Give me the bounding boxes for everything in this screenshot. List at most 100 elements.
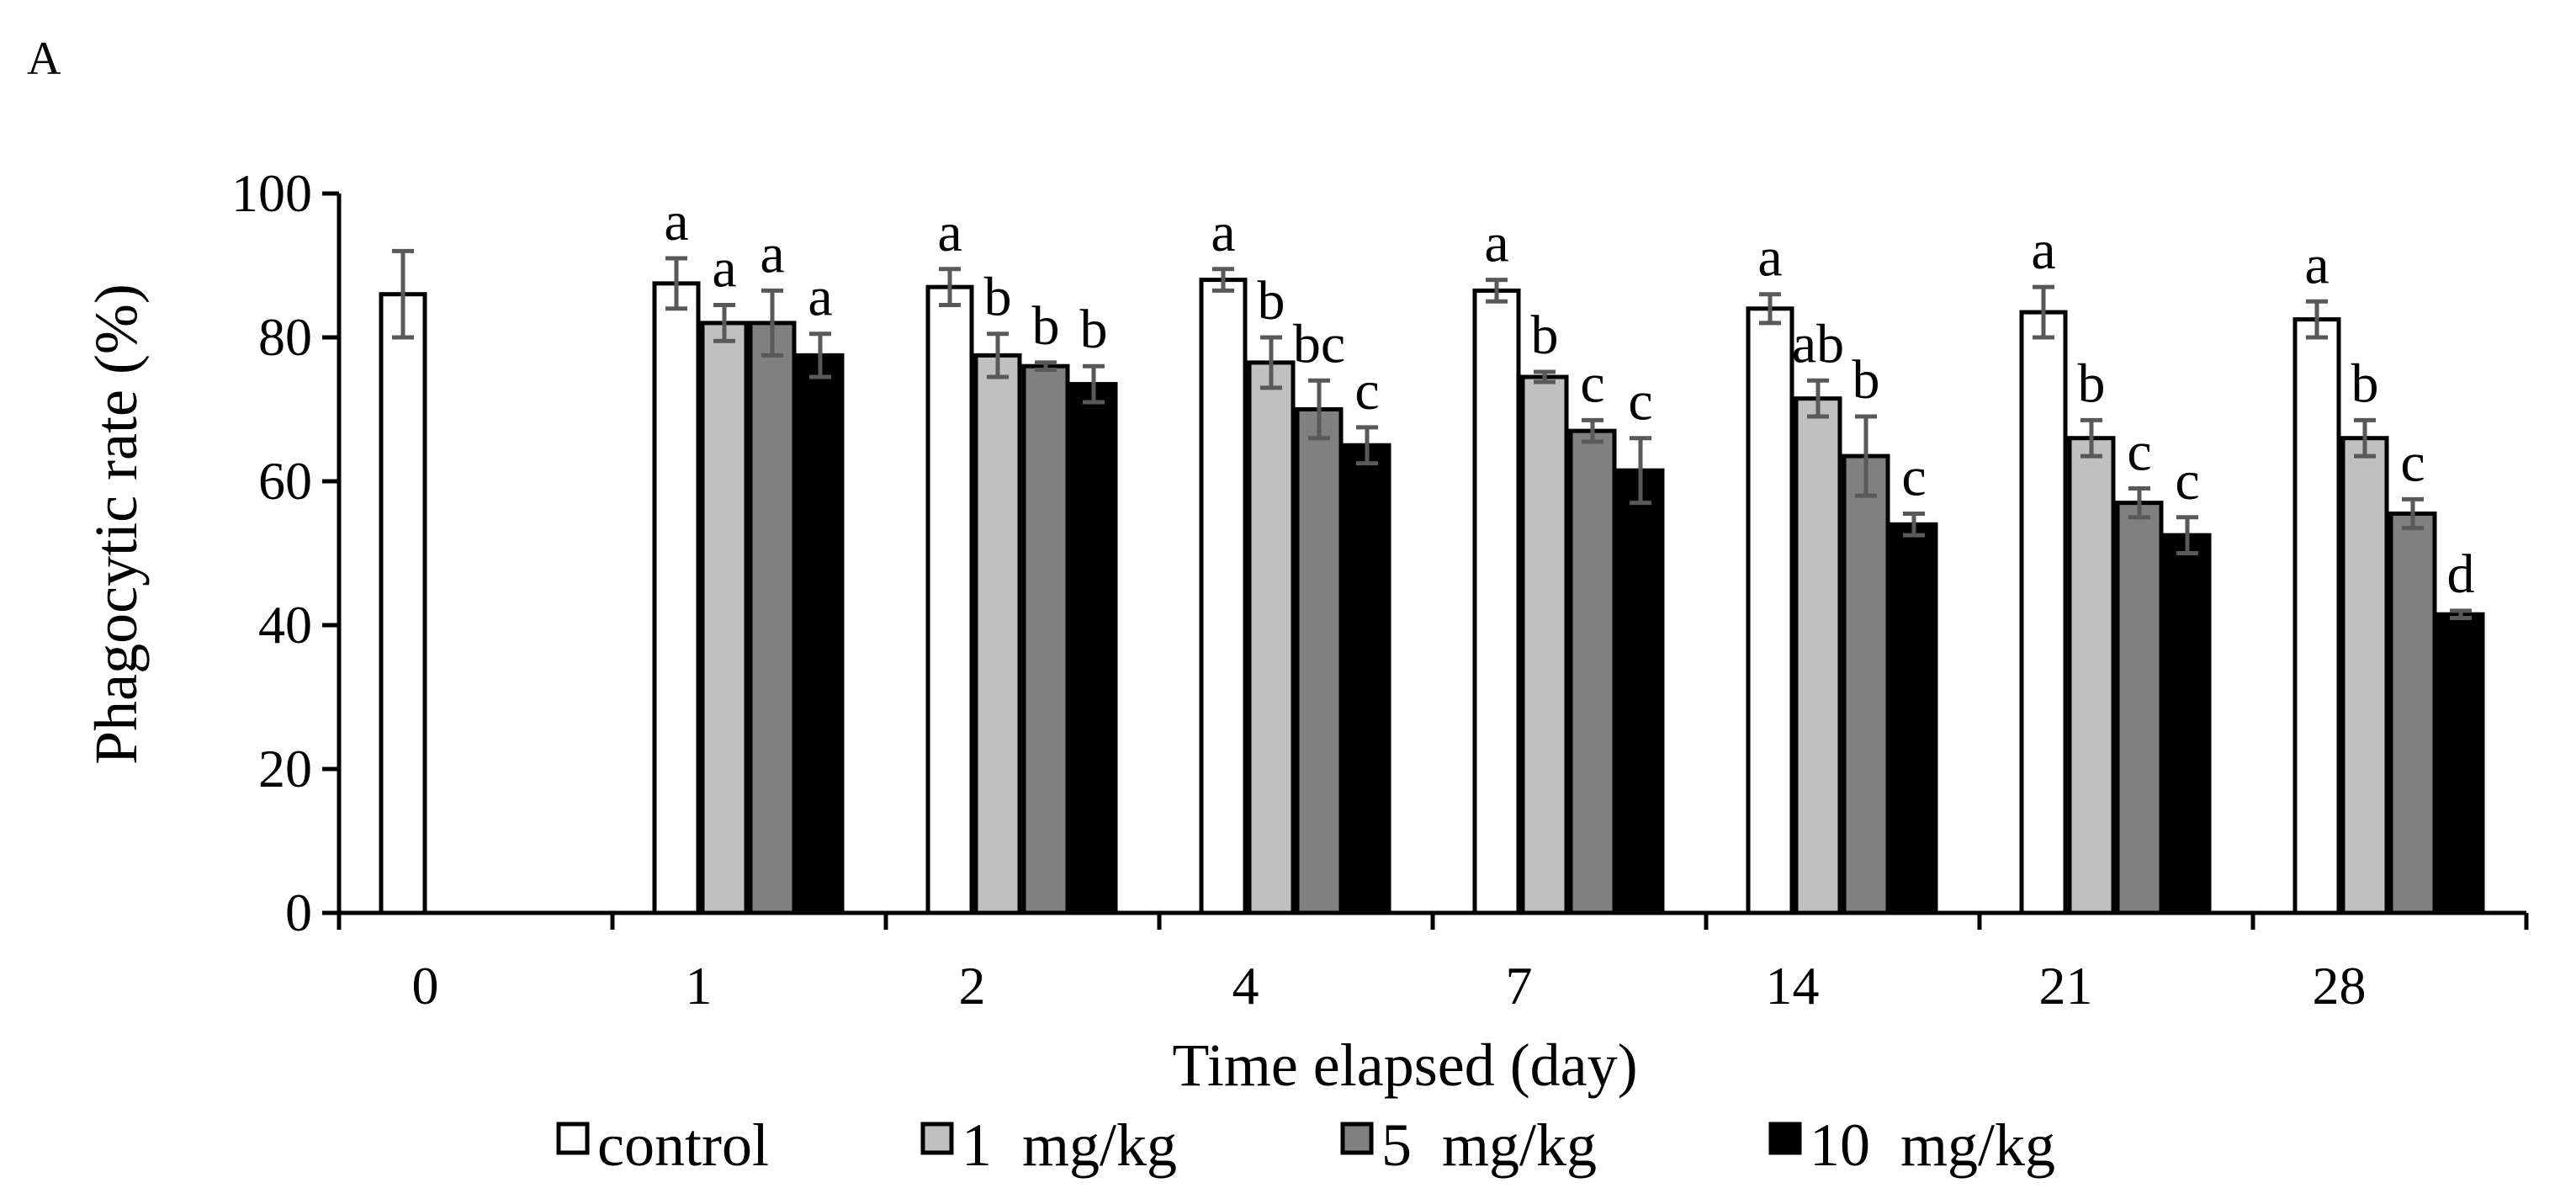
significance-letter: b	[1080, 299, 1108, 360]
significance-letter: ab	[1792, 313, 1844, 374]
bar-1-mg-kg-day-14	[1794, 396, 1842, 915]
bar-10-mg-kg-day-14	[1890, 522, 1938, 915]
legend: control 1 mg/kg 5 mg/kg 10 mg/kg	[556, 1111, 2055, 1179]
bar-10-mg-kg-day-1	[796, 353, 845, 915]
x-tick-label: 4	[1232, 956, 1259, 1016]
significance-letter: c	[2400, 432, 2425, 493]
x-tick-label: 28	[2313, 956, 2367, 1016]
error-bar	[1308, 378, 1330, 441]
bar-10-mg-kg-day-2	[1069, 382, 1118, 915]
significance-letter: d	[2447, 544, 2475, 605]
significance-letter: a	[760, 223, 784, 284]
error-bar	[2128, 486, 2150, 520]
error-bar	[987, 331, 1009, 379]
error-bar	[1212, 267, 1234, 293]
legend-item-5-mg-kg: 5 mg/kg	[1340, 1111, 1597, 1179]
bar-5-mg-kg-day-21	[2115, 501, 2164, 915]
error-bar	[713, 303, 735, 343]
error-bar	[809, 331, 831, 379]
bar-control-day-7	[1472, 288, 1521, 915]
x-axis-title: Time elapsed (day)	[1172, 1032, 1637, 1099]
bar-5-mg-kg-day-14	[1842, 453, 1890, 915]
axes: 0 20 40 60 80 100 0 1 2 4 7 14 21 28	[231, 163, 2529, 1016]
y-axis-title: Phagocytic rate (%)	[82, 284, 150, 765]
error-bar	[1356, 425, 1378, 466]
significance-letter: c	[1628, 371, 1652, 432]
bar-5-mg-kg-day-4	[1295, 407, 1344, 915]
x-tick-label: 2	[959, 956, 986, 1016]
significance-letter: a	[2304, 234, 2329, 295]
bar-control-day-4	[1199, 278, 1248, 915]
significance-letter: a	[808, 267, 832, 328]
significance-letter: c	[2127, 422, 2151, 483]
bar-10-mg-kg-day-28	[2436, 612, 2485, 915]
error-bar	[1630, 436, 1651, 506]
bar-1-mg-kg-day-1	[700, 321, 749, 915]
error-bar	[2033, 284, 2054, 340]
significance-letter: c	[2175, 450, 2199, 512]
error-bar	[2402, 496, 2424, 531]
x-tick-label: 21	[2039, 956, 2093, 1016]
bars	[379, 278, 2485, 915]
legend-item-1-mg-kg: 1 mg/kg	[920, 1111, 1177, 1179]
legend-swatch	[920, 1122, 954, 1155]
bar-control-day-28	[2292, 317, 2341, 915]
bar-control-day-14	[1746, 306, 1794, 915]
significance-letter: b	[1852, 349, 1880, 411]
y-tick-label: 100	[231, 163, 312, 223]
bar-10-mg-kg-day-4	[1343, 443, 1391, 915]
x-tick-label: 0	[412, 956, 439, 1016]
significance-letter: b	[2351, 353, 2379, 414]
significance-letter: b	[1531, 305, 1559, 366]
bar-1-mg-kg-day-21	[2067, 436, 2116, 915]
y-tick-label: 20	[258, 739, 312, 798]
significance-letter: c	[1580, 353, 1604, 414]
significance-letter: a	[1757, 227, 1782, 289]
panel-label: A	[27, 33, 61, 85]
bar-5-mg-kg-day-1	[748, 321, 797, 915]
x-tick-label: 14	[1766, 956, 1820, 1016]
legend-swatch	[556, 1122, 590, 1155]
error-bar	[1759, 292, 1781, 326]
x-tick-label: 7	[1506, 956, 1533, 1016]
significance-letter: b	[984, 267, 1012, 328]
bar-1-mg-kg-day-28	[2340, 436, 2389, 915]
error-bars	[392, 248, 2472, 620]
significance-letter: a	[2031, 220, 2055, 281]
bar-5-mg-kg-day-7	[1568, 428, 1617, 915]
error-bar	[2176, 515, 2198, 555]
error-bar	[1260, 335, 1282, 390]
bar-control-day-0	[379, 292, 427, 915]
bar-control-day-21	[2019, 310, 2068, 915]
y-tick-label: 60	[258, 451, 312, 511]
significance-letter: a	[937, 202, 962, 263]
significance-letter: c	[1901, 446, 1926, 507]
significance-letter: b	[1032, 295, 1060, 357]
bar-5-mg-kg-day-2	[1021, 363, 1070, 915]
error-bar	[2080, 417, 2102, 459]
error-bar	[2306, 299, 2328, 340]
significance-letter: a	[1484, 213, 1508, 274]
legend-swatch	[1768, 1122, 1802, 1155]
bar-10-mg-kg-day-7	[1616, 468, 1665, 915]
legend-item-control: control	[556, 1111, 769, 1179]
x-tick-label: 1	[686, 956, 713, 1016]
error-bar	[1035, 360, 1057, 372]
significance-letter: c	[1354, 360, 1379, 422]
error-bar	[1534, 369, 1556, 385]
error-bar	[1903, 511, 1925, 538]
y-tick-label: 40	[258, 595, 312, 655]
significance-letter: a	[712, 238, 736, 300]
legend-label: 1 mg/kg	[962, 1111, 1177, 1179]
error-bar	[2354, 417, 2376, 459]
y-tick-label: 0	[285, 883, 312, 942]
error-bar	[939, 267, 961, 308]
bar-1-mg-kg-day-4	[1247, 360, 1296, 915]
error-bar	[761, 288, 783, 358]
error-bar	[1807, 378, 1829, 419]
legend-label: 5 mg/kg	[1381, 1111, 1597, 1179]
error-bar	[1486, 278, 1508, 304]
significance-letter: a	[1211, 202, 1235, 263]
